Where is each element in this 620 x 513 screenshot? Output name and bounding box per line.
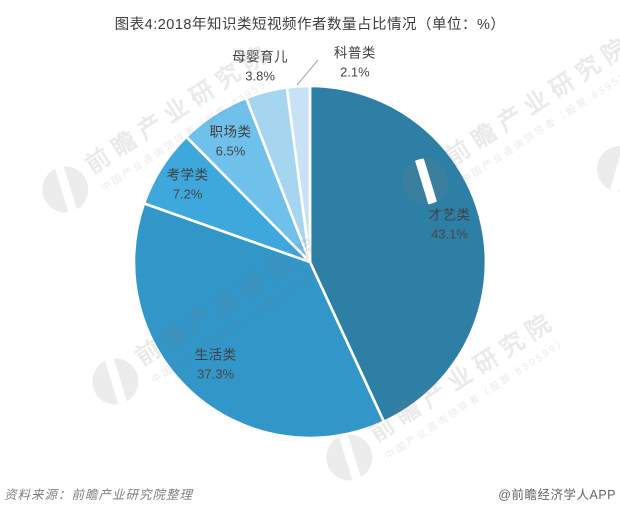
pie-slice-6	[285, 84, 312, 264]
chart-title: 图表4:2018年知识类短视频作者数量占比情况（单位：%）	[114, 17, 506, 33]
slice-label-1: 才艺类	[429, 208, 471, 223]
pie-slice-2	[132, 202, 386, 440]
slice-value-4: 6.5%	[216, 143, 246, 158]
slice-label-5: 母婴育儿	[232, 50, 288, 65]
data-source-text: 资料来源：前瞻产业研究院整理	[4, 488, 194, 502]
slice-value-5: 3.8%	[245, 69, 275, 84]
slice-value-1: 43.1%	[431, 227, 468, 242]
slice-label-2: 生活类	[195, 348, 237, 363]
pie-slice-1	[308, 84, 488, 423]
slice-value-6: 2.1%	[340, 65, 370, 80]
slice-label-4: 职场类	[209, 124, 251, 139]
slice-label-3: 考学类	[167, 168, 209, 183]
credit-text: @前瞻经济学人APP	[498, 488, 616, 502]
leader-line	[296, 59, 319, 86]
slice-value-2: 37.3%	[197, 367, 234, 382]
slice-value-3: 7.2%	[173, 187, 203, 202]
slice-label-6: 科普类	[334, 46, 376, 61]
